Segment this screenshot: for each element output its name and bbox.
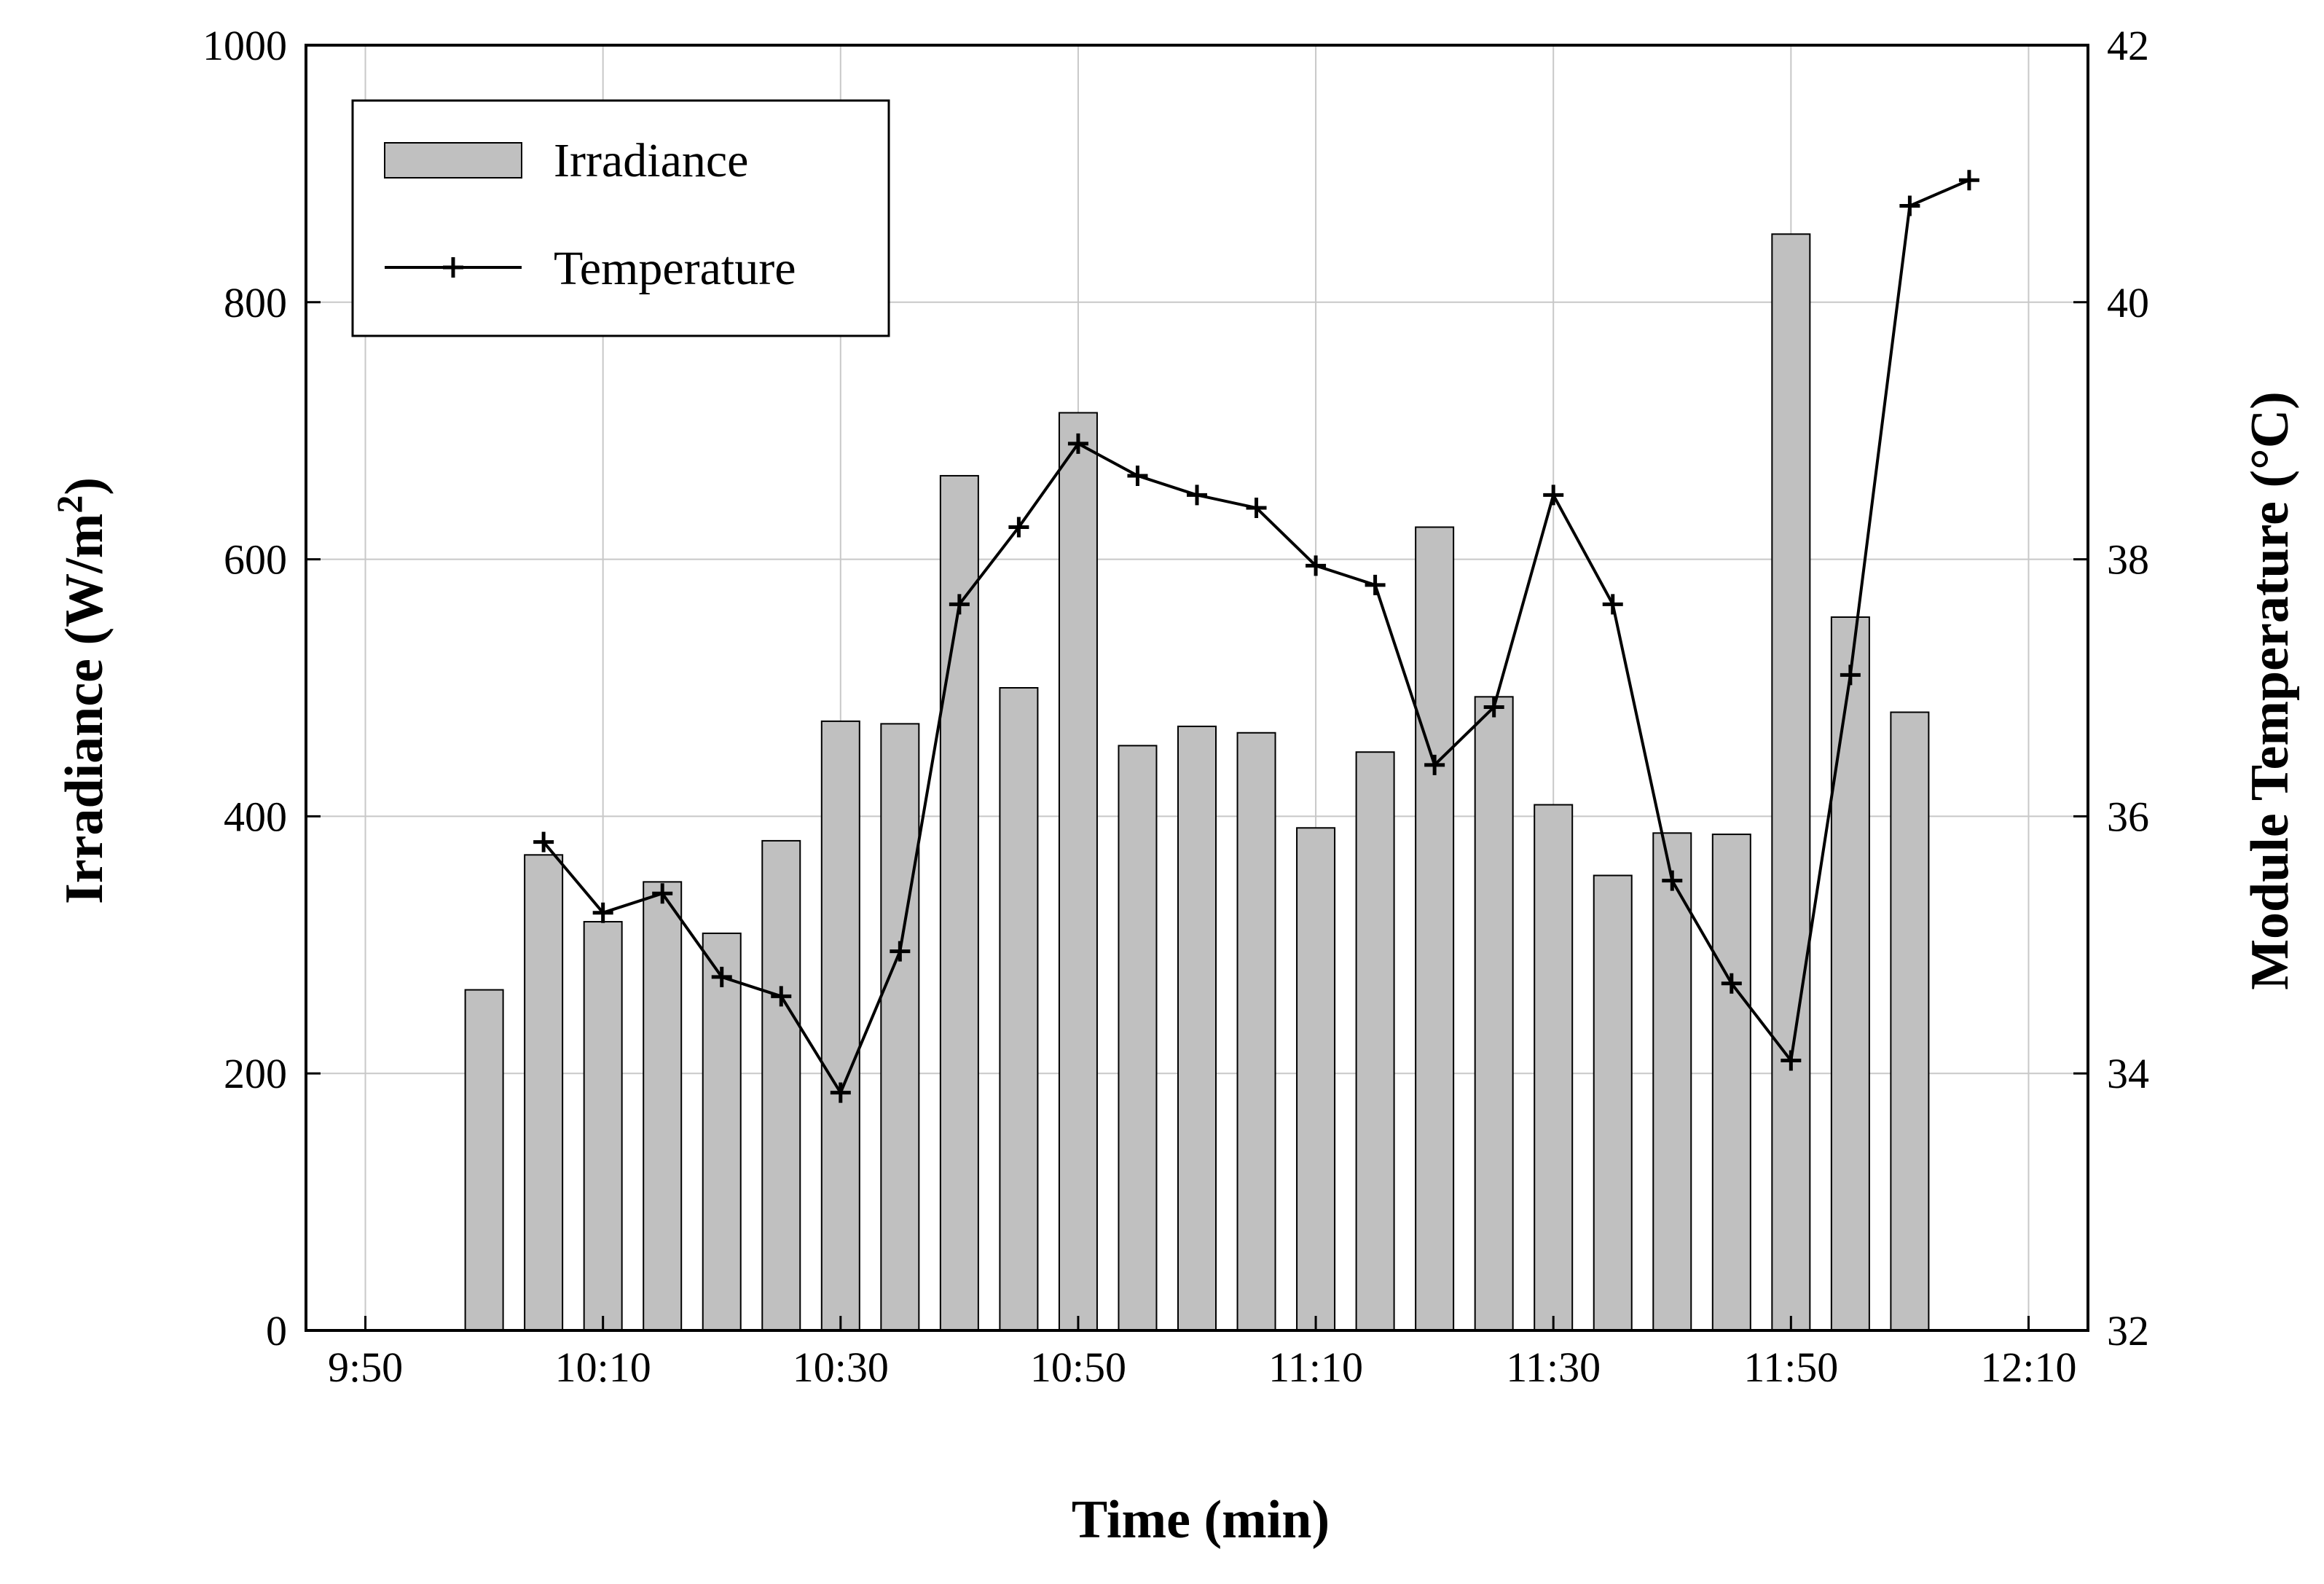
y-tick-label-4: 800 [224,279,287,326]
temperature-point-6 [890,941,911,962]
temperature-point-9 [1067,433,1088,454]
temperature-point-14 [1365,574,1386,595]
plot-frame [305,44,2089,1332]
irradiance-bar-10 [1058,412,1098,1331]
y-tick-label-5: 1000 [203,22,287,69]
temperature-point-2 [652,883,673,904]
y2-tick-label-4: 40 [2107,279,2149,326]
y2-axis-title: Module Temperature (°C) [2240,391,2300,990]
temperature-point-20 [1721,973,1742,994]
irradiance-bar-5 [761,839,801,1331]
irradiance-bar-20 [1652,832,1692,1332]
y2-axis-ticks: 32 34 36 38 40 42 [2073,22,2149,1354]
irradiance-bar-13 [1236,732,1276,1331]
irradiance-bar-7 [880,723,920,1331]
legend-swatch-irradiance [384,142,522,179]
temperature-point-18 [1602,594,1623,615]
irradiance-bar-12 [1177,725,1217,1331]
temperature-point-22 [1840,664,1861,686]
y-tick-label-2: 400 [224,793,287,840]
irradiance-bar-22 [1771,233,1811,1332]
irradiance-bar-23 [1830,616,1870,1331]
y-axis-title-close: ) [55,477,114,495]
x-tick-label-3: 10:50 [1030,1344,1126,1391]
x-tick-label-1: 10:10 [555,1344,651,1391]
legend-label-irradiance: Irradiance [554,134,748,187]
legend-swatch-temperature-marker [443,257,463,278]
irradiance-bar-4 [702,932,742,1331]
temperature-point-0 [533,831,554,852]
y2-tick-label-5: 42 [2107,22,2149,69]
y-axis-title-main: Irradiance (W/m [55,514,114,904]
y2-tick-label-0: 32 [2107,1307,2149,1354]
temperature-point-5 [830,1082,851,1103]
temperature-point-17 [1543,485,1564,506]
irradiance-bar-0 [464,989,504,1332]
y-tick-label-0: 0 [266,1307,287,1354]
x-axis-title: Time (min) [1072,1490,1330,1550]
y2-tick-label-3: 38 [2107,536,2149,584]
irradiance-bar-17 [1474,696,1514,1331]
temperature-point-23 [1899,195,1920,216]
temperature-point-19 [1662,870,1683,891]
y2-tick-label-2: 36 [2107,793,2149,840]
temperature-point-10 [1127,465,1148,486]
legend: Irradiance Temperature [351,99,890,337]
temperature-point-7 [949,594,970,615]
temperature-point-11 [1187,485,1207,506]
temperature-point-16 [1483,697,1504,718]
temperature-point-12 [1246,498,1267,519]
temperature-point-3 [711,966,732,987]
irradiance-bar-14 [1296,827,1336,1331]
irradiance-bar-15 [1355,751,1395,1331]
legend-label-temperature: Temperature [554,242,796,295]
irradiance-bar-3 [643,881,683,1331]
irradiance-bar-9 [999,687,1039,1331]
legend-box [351,99,890,337]
irradiance-bar-19 [1593,874,1633,1331]
x-tick-label-0: 9:50 [328,1344,403,1391]
temperature-point-1 [592,902,613,923]
irradiance-bar-1 [524,854,564,1331]
x-tick-label-5: 11:30 [1506,1344,1601,1391]
irradiance-bars [464,233,1930,1332]
irradiance-bar-8 [939,474,979,1332]
temperature-point-24 [1958,170,1979,191]
irradiance-bar-24 [1890,711,1930,1331]
x-tick-label-2: 10:30 [793,1344,889,1391]
y-axis-ticks: 0 200 400 600 800 1000 [203,22,321,1354]
y-axis-title: Irradiance (W/m2) [49,477,114,904]
irradiance-bar-11 [1118,745,1158,1331]
temperature-point-15 [1424,754,1445,775]
y-tick-label-1: 200 [224,1050,287,1097]
irradiance-bar-6 [820,720,860,1331]
temperature-point-8 [1008,517,1029,538]
y-axis-title-superscript: 2 [49,495,90,514]
irradiance-bar-16 [1415,526,1455,1331]
temperature-point-21 [1781,1050,1802,1071]
x-axis-ticks: 9:50 10:10 10:30 10:50 11:10 11:30 11:50 12:10 [328,1316,2077,1391]
irradiance-bar-21 [1711,834,1751,1331]
y2-tick-label-1: 34 [2107,1050,2149,1097]
y-tick-label-3: 600 [224,536,287,584]
irradiance-bar-18 [1534,804,1574,1332]
temperature-point-13 [1306,555,1327,576]
temperature-line [533,170,1979,1103]
irradiance-bar-2 [583,921,623,1331]
x-tick-label-4: 11:10 [1268,1344,1363,1391]
x-tick-label-7: 12:10 [1980,1344,2076,1391]
x-tick-label-6: 11:50 [1743,1344,1838,1391]
temperature-point-4 [771,986,792,1007]
